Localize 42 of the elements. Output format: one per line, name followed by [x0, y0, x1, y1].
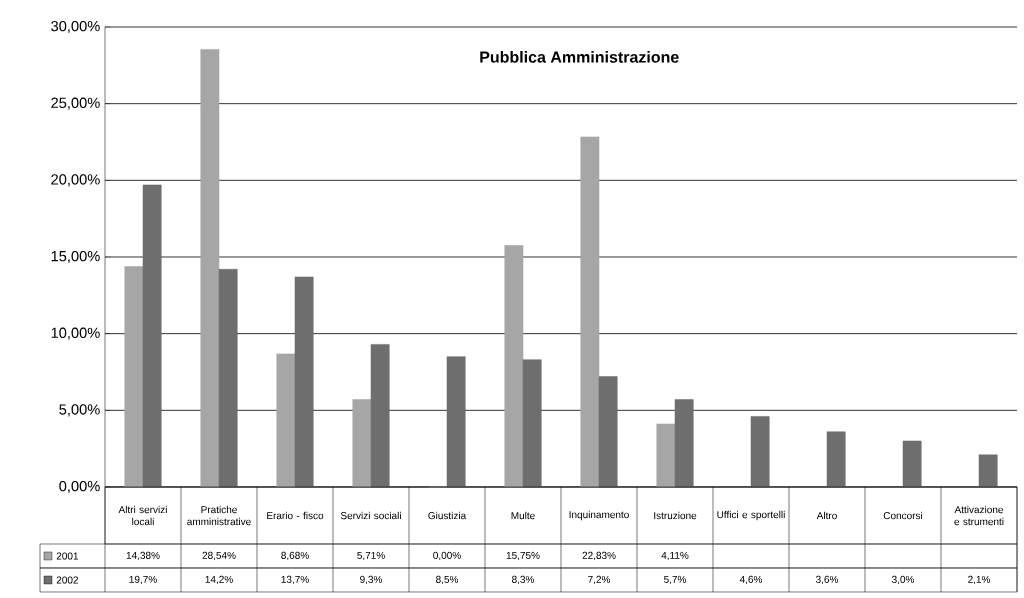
data-label: 14,38% — [126, 551, 160, 561]
legend-label: 2001 — [56, 552, 79, 560]
data-label: 3,0% — [891, 575, 915, 585]
data-label: 28,54% — [202, 551, 236, 561]
y-tick-label: 25,00% — [51, 97, 100, 110]
data-label: 4,11% — [661, 551, 689, 561]
y-tick-label: 10,00% — [51, 327, 100, 340]
legend-label: 2002 — [56, 576, 79, 584]
x-tick-label: Pratiche amministrative — [187, 505, 251, 526]
data-label: 5,71% — [357, 551, 385, 561]
y-tick-label: 5,00% — [59, 404, 100, 417]
y-tick-label: 15,00% — [51, 250, 100, 264]
data-label: 13,7% — [281, 575, 309, 585]
x-tick-label: Giustizia — [428, 511, 467, 520]
y-tick-label: 20,00% — [51, 174, 100, 187]
data-label: 3,6% — [815, 575, 839, 585]
data-label: 8,5% — [436, 575, 459, 585]
data-label: 2,1% — [968, 575, 991, 585]
data-label: 19,7% — [129, 575, 157, 585]
text: Pubblica Amministrazione — [480, 51, 679, 63]
data-label: 7,2% — [588, 575, 611, 585]
x-tick-label: Servizi sociali — [340, 511, 401, 520]
x-tick-label: Multe — [511, 511, 535, 520]
x-tick-label: Altro — [816, 511, 837, 520]
data-label: 4,6% — [739, 575, 763, 585]
x-tick-label: Inquinamento — [569, 510, 629, 521]
data-label: 0,00% — [433, 551, 461, 561]
x-tick-label: Altri servizi locali — [118, 505, 167, 526]
x-tick-label: Istruzione — [654, 511, 697, 520]
data-label: 9,3% — [360, 575, 383, 585]
data-label: 8,3% — [512, 575, 535, 585]
data-label: 15,75% — [506, 551, 540, 561]
x-tick-label: Attivazione e strumenti — [954, 505, 1004, 526]
x-tick-label: Erario - fisco — [267, 511, 324, 520]
data-label: 14,2% — [205, 575, 233, 585]
data-label: 5,7% — [664, 575, 687, 585]
y-tick-label: 30,00% — [51, 20, 100, 34]
x-tick-label: Concorsi — [883, 511, 923, 520]
data-label: 22,83% — [582, 551, 616, 561]
x-tick-label: Uffici e sportelli — [717, 510, 785, 521]
y-tick-label: 0,00% — [59, 480, 100, 494]
data-label: 8,68% — [281, 551, 309, 561]
